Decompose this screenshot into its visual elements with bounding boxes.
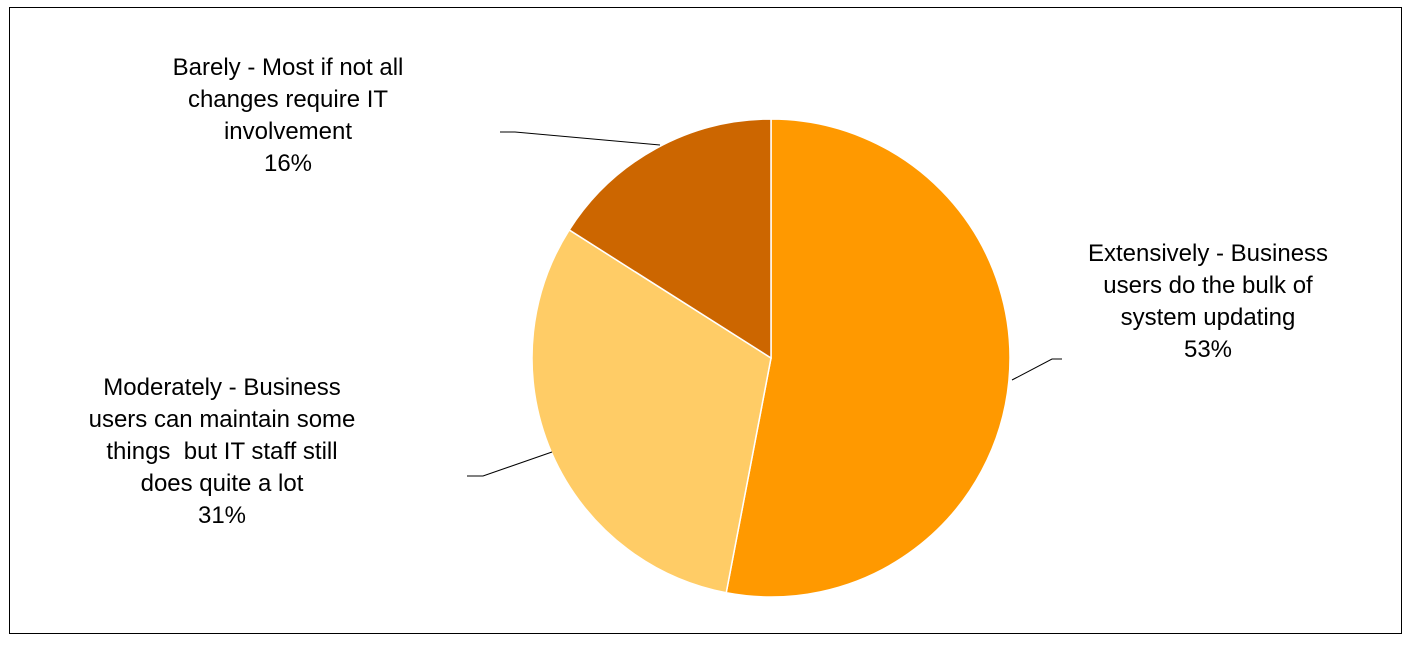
- pie-slices: [531, 118, 1011, 598]
- data-label-line: Barely - Most if not all: [173, 54, 404, 81]
- data-label-line: system updating: [1121, 304, 1296, 331]
- data-label-line: Moderately - Business: [103, 374, 340, 401]
- data-label-line: changes require IT: [188, 86, 388, 113]
- leader-lines: [467, 131, 1062, 477]
- data-label-percent: 31%: [198, 502, 246, 529]
- data-label-line: involvement: [224, 118, 352, 145]
- pie-slice-barely: [568, 118, 772, 360]
- data-label-barely: Barely - Most if not all changes require …: [173, 54, 404, 177]
- pie-slice-extensively: [725, 118, 1011, 598]
- leader-line-moderately: [467, 451, 553, 477]
- data-label-line: does quite a lot: [141, 470, 304, 497]
- data-label-line: users do the bulk of: [1103, 272, 1313, 299]
- data-label-moderately: Moderately - Business users can maintain …: [89, 374, 356, 529]
- leader-line-barely: [500, 131, 661, 146]
- data-label-line: Extensively - Business: [1088, 240, 1328, 267]
- leader-line-extensively: [1011, 358, 1062, 381]
- data-label-percent: 16%: [264, 150, 312, 177]
- data-label-line: things but IT staff still: [106, 438, 337, 465]
- data-labels: Extensively - Business users do the bulk …: [89, 54, 1328, 529]
- data-label-line: users can maintain some: [89, 406, 356, 433]
- data-label-extensively: Extensively - Business users do the bulk …: [1088, 240, 1328, 363]
- data-label-percent: 53%: [1184, 336, 1232, 363]
